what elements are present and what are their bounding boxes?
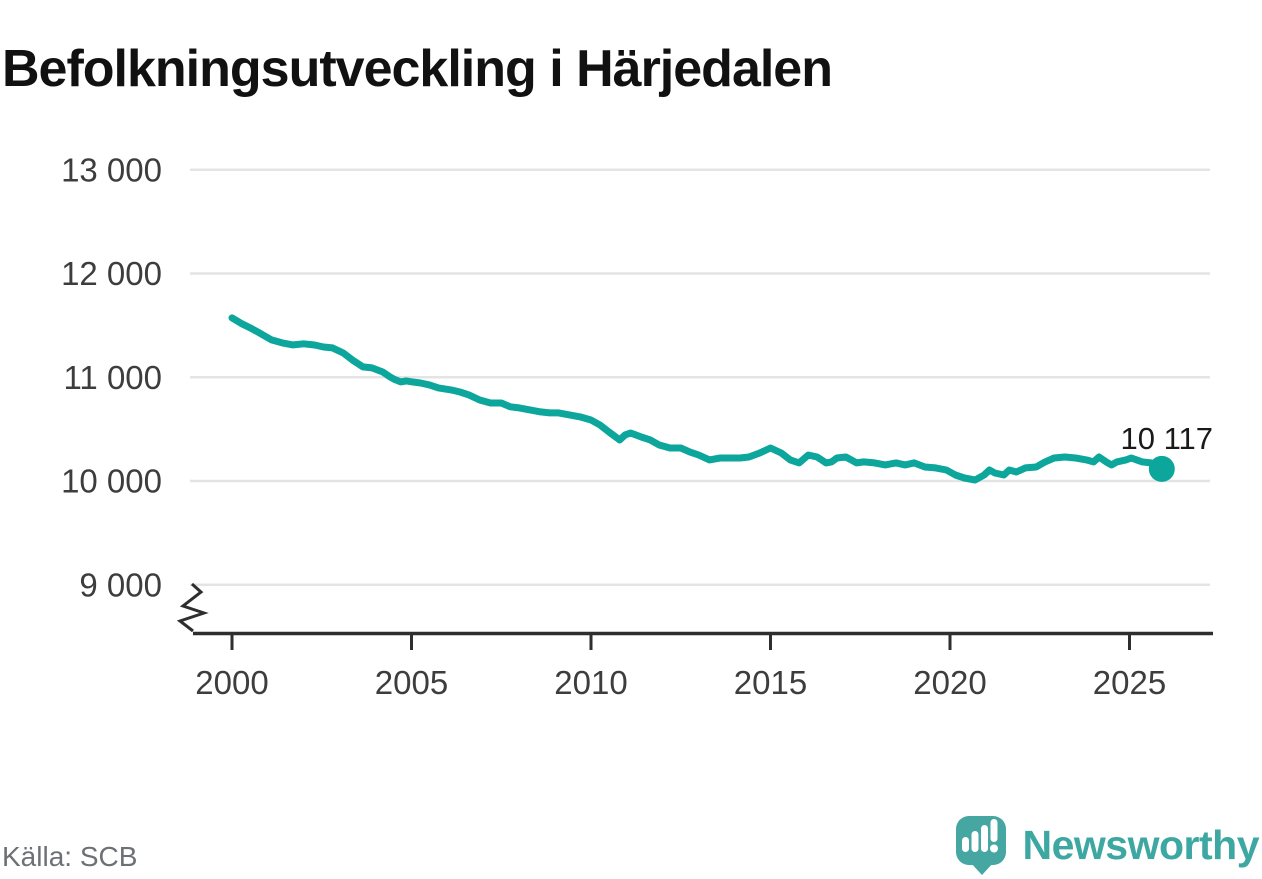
x-tick-label: 2015	[734, 664, 807, 701]
x-axis: 2000 2005 2010 2015 2020 2025	[195, 634, 1166, 701]
latest-value-label: 10 117	[1120, 421, 1213, 456]
x-tick-label: 2010	[554, 664, 627, 701]
newsworthy-icon	[955, 816, 1006, 875]
y-tick-label: 9 000	[79, 566, 162, 603]
source-note: Källa: SCB	[2, 841, 138, 872]
y-tick-label: 12 000	[61, 255, 162, 292]
x-tick-label: 2000	[195, 664, 268, 701]
x-tick-label: 2025	[1093, 664, 1166, 701]
x-tick-label: 2005	[375, 664, 448, 701]
newsworthy-wordmark: Newsworthy	[1022, 821, 1260, 868]
page-title: Befolkningsutveckling i Härjedalen	[2, 39, 833, 98]
population-line	[228, 314, 1166, 484]
y-tick-label: 11 000	[64, 359, 162, 396]
y-tick-label: 10 000	[61, 463, 162, 500]
latest-value-marker	[1148, 455, 1175, 482]
x-tick-label: 2020	[913, 664, 986, 701]
y-tick-label: 13 000	[61, 151, 162, 188]
y-axis-break-icon	[176, 582, 209, 633]
gridlines: 13 000 12 000 11 000 10 000 9 000	[61, 151, 1210, 603]
newsworthy-logo[interactable]: Newsworthy	[955, 814, 1260, 876]
